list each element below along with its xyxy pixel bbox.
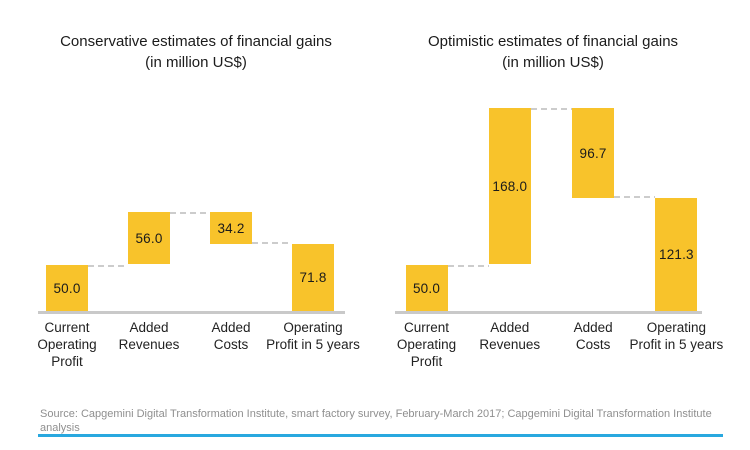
connector-dashed-line [88, 265, 128, 267]
bar-value-label: 50.0 [412, 281, 441, 296]
category-label-line: Costs [213, 337, 249, 352]
category-label: Current Operating Profit [0, 319, 137, 370]
chart-title-text: Optimistic estimates of financial gains [427, 33, 679, 50]
category-label-line: Profit [51, 354, 83, 369]
category-label-line: Added [211, 320, 251, 335]
category-label-line: Added [490, 320, 530, 335]
bar-value-label: 71.8 [299, 270, 327, 285]
baseline-axis-conservative [38, 311, 345, 314]
connector-dashed-line [252, 242, 292, 244]
waterfall-bar: 71.8 [292, 244, 334, 311]
category-label-line: Current [403, 320, 449, 335]
bar-value-label: 168.0 [492, 178, 528, 194]
waterfall-bar: 96.7 [572, 108, 615, 198]
category-label-line: Revenues [118, 337, 180, 352]
waterfall-bar: 50.0 [46, 265, 88, 312]
waterfall-bar: 121.3 [655, 198, 698, 311]
connector-dashed-line [447, 265, 489, 267]
category-label-line: Profit [410, 354, 443, 369]
waterfall-bar: 168.0 [488, 108, 531, 264]
bar-value-label: 50.0 [53, 281, 81, 296]
connector-dashed-line [614, 196, 656, 198]
category-label: Operating Profit in 5 years [243, 319, 383, 353]
bar-value-label: 96.7 [579, 145, 607, 161]
category-label-line: Operating [396, 337, 457, 352]
category-label-line: Costs [575, 337, 611, 352]
category-label: Operating Profit in 5 years [606, 319, 746, 353]
category-label-line: Operating [37, 337, 97, 352]
category-label-line: Revenues [479, 337, 541, 352]
category-label-line: Operating [646, 320, 707, 335]
chart-subtitle-text: (in million US$) [502, 54, 604, 71]
bar-value-label: 34.2 [217, 220, 245, 236]
chart-subtitle-text: (in million US$) [145, 54, 247, 71]
chart-title-optimistic: Optimistic estimates of financial gains … [373, 31, 733, 73]
footer-accent-line [38, 434, 723, 437]
category-label-line: Operating [283, 320, 343, 335]
category-label: Added Costs [523, 319, 663, 353]
bar-value-label: 121.3 [658, 247, 694, 262]
category-label: Current Operating Profit [357, 319, 497, 370]
category-label-line: Profit in 5 years [266, 337, 360, 352]
category-label-line: Profit in 5 years [629, 337, 724, 352]
waterfall-bar: 34.2 [210, 212, 252, 244]
category-label: Added Revenues [440, 319, 580, 353]
connector-dashed-line [530, 108, 573, 110]
category-label: Added Costs [161, 319, 301, 353]
category-label: Added Revenues [79, 319, 219, 353]
waterfall-bar: 56.0 [128, 212, 170, 264]
connector-dashed-line [170, 212, 210, 214]
category-label-line: Added [573, 320, 613, 335]
waterfall-bar: 50.0 [405, 265, 448, 312]
category-label-line: Current [44, 320, 90, 335]
category-label-line: Added [129, 320, 169, 335]
chart-title-text: Conservative estimates of financial gain… [60, 33, 332, 50]
chart-title-conservative: Conservative estimates of financial gain… [16, 31, 376, 73]
bar-value-label: 56.0 [135, 230, 163, 246]
baseline-axis-optimistic [395, 311, 702, 314]
source-note: Source: Capgemini Digital Transformation… [40, 408, 712, 434]
